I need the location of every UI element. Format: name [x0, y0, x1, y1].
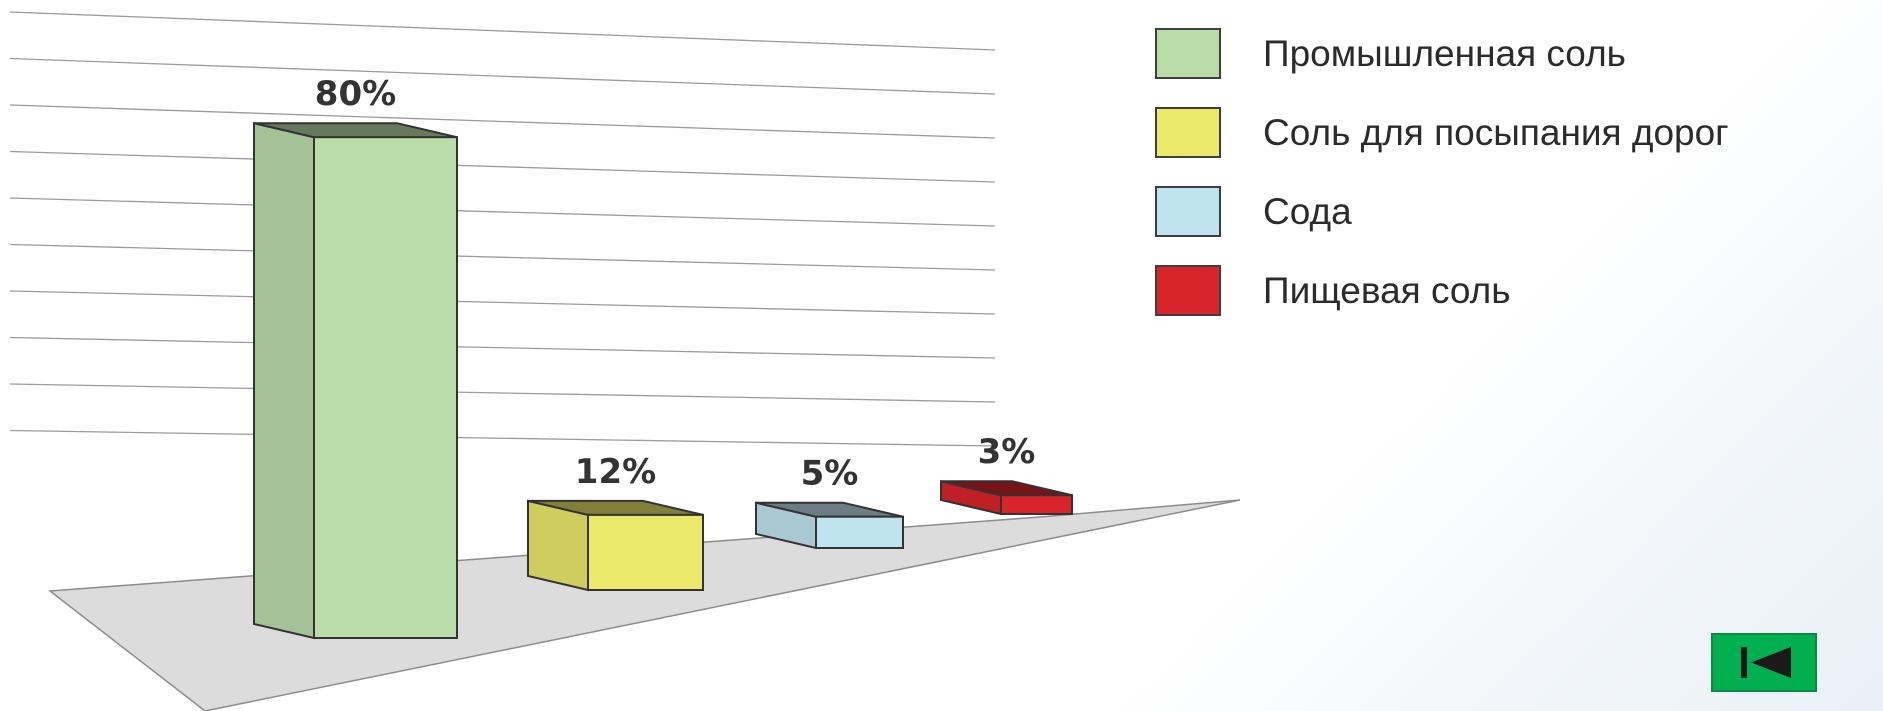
gridline	[9, 197, 996, 227]
bar-value-label: 12%	[575, 452, 656, 492]
legend-label: Промышленная соль	[1263, 32, 1626, 74]
bar	[940, 479, 1073, 516]
legend-item: Пищевая соль	[1155, 265, 1729, 316]
bar-value-label: 80%	[315, 74, 396, 114]
chart-floor	[47, 499, 1241, 711]
bar-side	[253, 121, 315, 640]
bar	[755, 501, 904, 550]
legend-label: Сода	[1263, 190, 1352, 232]
bar	[527, 499, 704, 592]
bar-front	[815, 515, 904, 550]
chart-legend: Промышленная соль Соль для посыпания дор…	[1155, 28, 1729, 344]
legend-item: Сода	[1155, 186, 1729, 237]
gridline	[9, 290, 996, 315]
legend-swatch	[1155, 186, 1221, 237]
legend-label: Пищевая соль	[1263, 269, 1511, 311]
chart-gridlines	[9, 11, 996, 447]
legend-swatch	[1155, 107, 1221, 158]
bar-side	[527, 499, 589, 592]
bar-front	[1000, 494, 1073, 516]
bar-front	[587, 513, 704, 592]
chart-value-labels: 80% 12% 5% 3%	[315, 74, 1036, 494]
legend-swatch	[1155, 265, 1221, 316]
legend-item: Соль для посыпания дорог	[1155, 107, 1729, 158]
bar	[253, 121, 458, 640]
gridline	[9, 150, 996, 183]
bar-front	[313, 136, 458, 639]
gridline	[9, 11, 996, 51]
chart-bars	[253, 121, 1073, 640]
gridline	[9, 57, 996, 95]
bar-value-label: 3%	[978, 432, 1036, 472]
legend-swatch	[1155, 28, 1221, 79]
skip-back-icon	[1741, 647, 1791, 678]
bar-value-label: 5%	[801, 454, 859, 494]
gridline	[9, 383, 996, 403]
gridline	[9, 104, 996, 139]
gridline	[9, 336, 996, 359]
legend-item: Промышленная соль	[1155, 28, 1729, 79]
gridline	[9, 429, 996, 447]
legend-label: Соль для посыпания дорог	[1263, 111, 1729, 153]
floor-plane	[47, 499, 1241, 711]
gridline	[9, 243, 996, 271]
back-button[interactable]	[1711, 633, 1817, 692]
